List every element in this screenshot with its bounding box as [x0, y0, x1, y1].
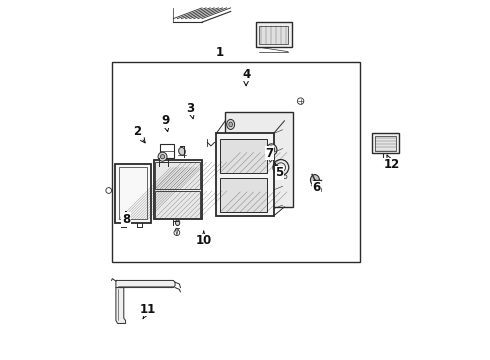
Bar: [372, 134, 399, 153]
Ellipse shape: [179, 148, 185, 155]
Text: 1: 1: [216, 46, 224, 59]
Text: 11: 11: [140, 303, 156, 319]
Bar: [375, 136, 396, 150]
Bar: [259, 26, 288, 44]
Text: 8: 8: [122, 212, 130, 226]
Ellipse shape: [267, 144, 277, 155]
Bar: [256, 22, 292, 47]
Text: 2: 2: [133, 125, 145, 143]
Bar: [153, 160, 202, 220]
Bar: [220, 139, 267, 173]
Ellipse shape: [269, 146, 274, 153]
Ellipse shape: [229, 122, 232, 127]
Polygon shape: [116, 288, 125, 323]
Text: 5: 5: [275, 163, 284, 179]
Bar: [155, 162, 200, 189]
Ellipse shape: [227, 120, 235, 130]
Bar: [225, 112, 294, 207]
Polygon shape: [116, 280, 175, 288]
Bar: [119, 167, 147, 220]
Bar: [220, 179, 267, 212]
Text: 4: 4: [242, 68, 250, 86]
Bar: [216, 134, 274, 216]
Text: 7: 7: [265, 146, 273, 159]
Text: 9: 9: [161, 114, 170, 132]
Ellipse shape: [175, 220, 180, 226]
Ellipse shape: [158, 152, 167, 161]
Text: 12: 12: [383, 155, 399, 171]
Text: 10: 10: [196, 231, 212, 247]
Ellipse shape: [311, 175, 319, 185]
Bar: [115, 164, 151, 223]
Bar: [155, 191, 200, 218]
Bar: [160, 144, 174, 158]
Text: 6: 6: [313, 180, 321, 194]
Text: 3: 3: [186, 102, 195, 119]
Ellipse shape: [160, 154, 165, 159]
Bar: [112, 62, 360, 262]
